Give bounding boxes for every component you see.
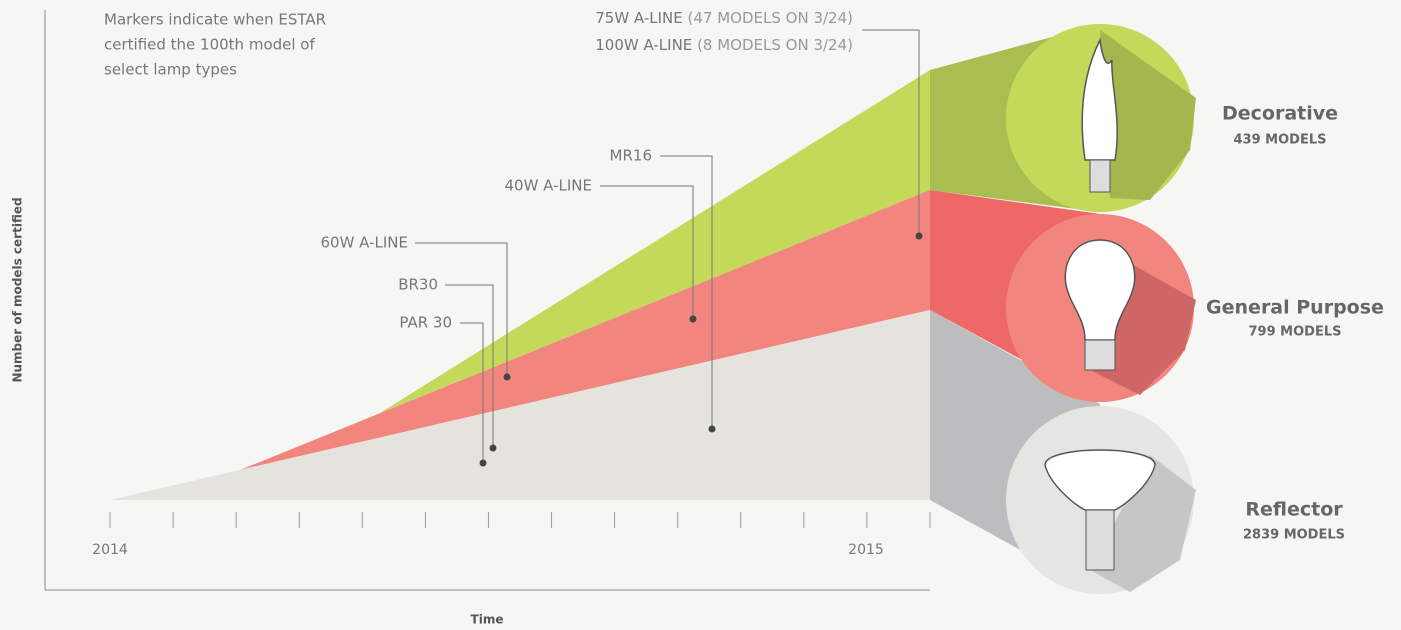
marker xyxy=(689,315,697,323)
marker-name: 75W A-LINE xyxy=(595,9,683,27)
marker-label: 40W A-LINE xyxy=(504,177,592,195)
note: certified the 100th model of xyxy=(104,36,315,54)
leader xyxy=(445,284,494,448)
marker-label: MR16 xyxy=(610,147,652,165)
lamp-name: Reflector xyxy=(1245,499,1343,521)
bulb-base xyxy=(1085,509,1115,571)
lamp-name: Decorative xyxy=(1222,103,1338,125)
marker-label: 75W A-LINE (47 MODELS ON 3/24) xyxy=(595,9,853,27)
marker xyxy=(915,232,923,240)
marker-label: PAR 30 xyxy=(399,314,452,332)
leader xyxy=(660,155,713,429)
x-tick-label: 2015 xyxy=(848,542,884,558)
decorative-area xyxy=(380,70,930,413)
reflector-bulb xyxy=(1044,449,1156,511)
lamp-count: 2839 MODELS xyxy=(1243,528,1345,543)
x-tick-label: 2014 xyxy=(92,542,128,558)
lamp-name: General Purpose xyxy=(1206,297,1384,319)
lamp-count: 799 MODELS xyxy=(1249,325,1342,340)
candle-bulb xyxy=(1081,37,1118,161)
leader xyxy=(600,185,694,319)
bulb-base xyxy=(1089,159,1111,193)
shadow xyxy=(1100,30,1196,200)
general-area xyxy=(240,190,930,470)
marker xyxy=(479,459,487,467)
marker-detail: (47 MODELS ON 3/24) xyxy=(688,9,853,27)
leader xyxy=(862,29,920,236)
marker xyxy=(708,425,716,433)
x-ticks xyxy=(109,512,931,528)
marker-detail: (8 MODELS ON 3/24) xyxy=(697,36,853,54)
marker xyxy=(503,373,511,381)
leader xyxy=(415,242,508,377)
note: Markers indicate when ESTAR xyxy=(104,11,326,29)
shadow xyxy=(1090,455,1196,592)
leader xyxy=(460,322,484,463)
marker-name: 100W A-LINE xyxy=(595,36,692,54)
note: select lamp types xyxy=(104,61,237,79)
marker-label: 100W A-LINE (8 MODELS ON 3/24) xyxy=(595,36,853,54)
bulb-base xyxy=(1084,339,1116,371)
reflector-area xyxy=(110,310,930,500)
lamp-count: 439 MODELS xyxy=(1234,133,1327,148)
y-axis-label: Number of models certified xyxy=(11,197,25,382)
marker xyxy=(489,444,497,452)
marker-label: BR30 xyxy=(398,276,438,294)
x-axis-label: Time xyxy=(471,613,504,627)
marker-label: 60W A-LINE xyxy=(320,234,408,252)
